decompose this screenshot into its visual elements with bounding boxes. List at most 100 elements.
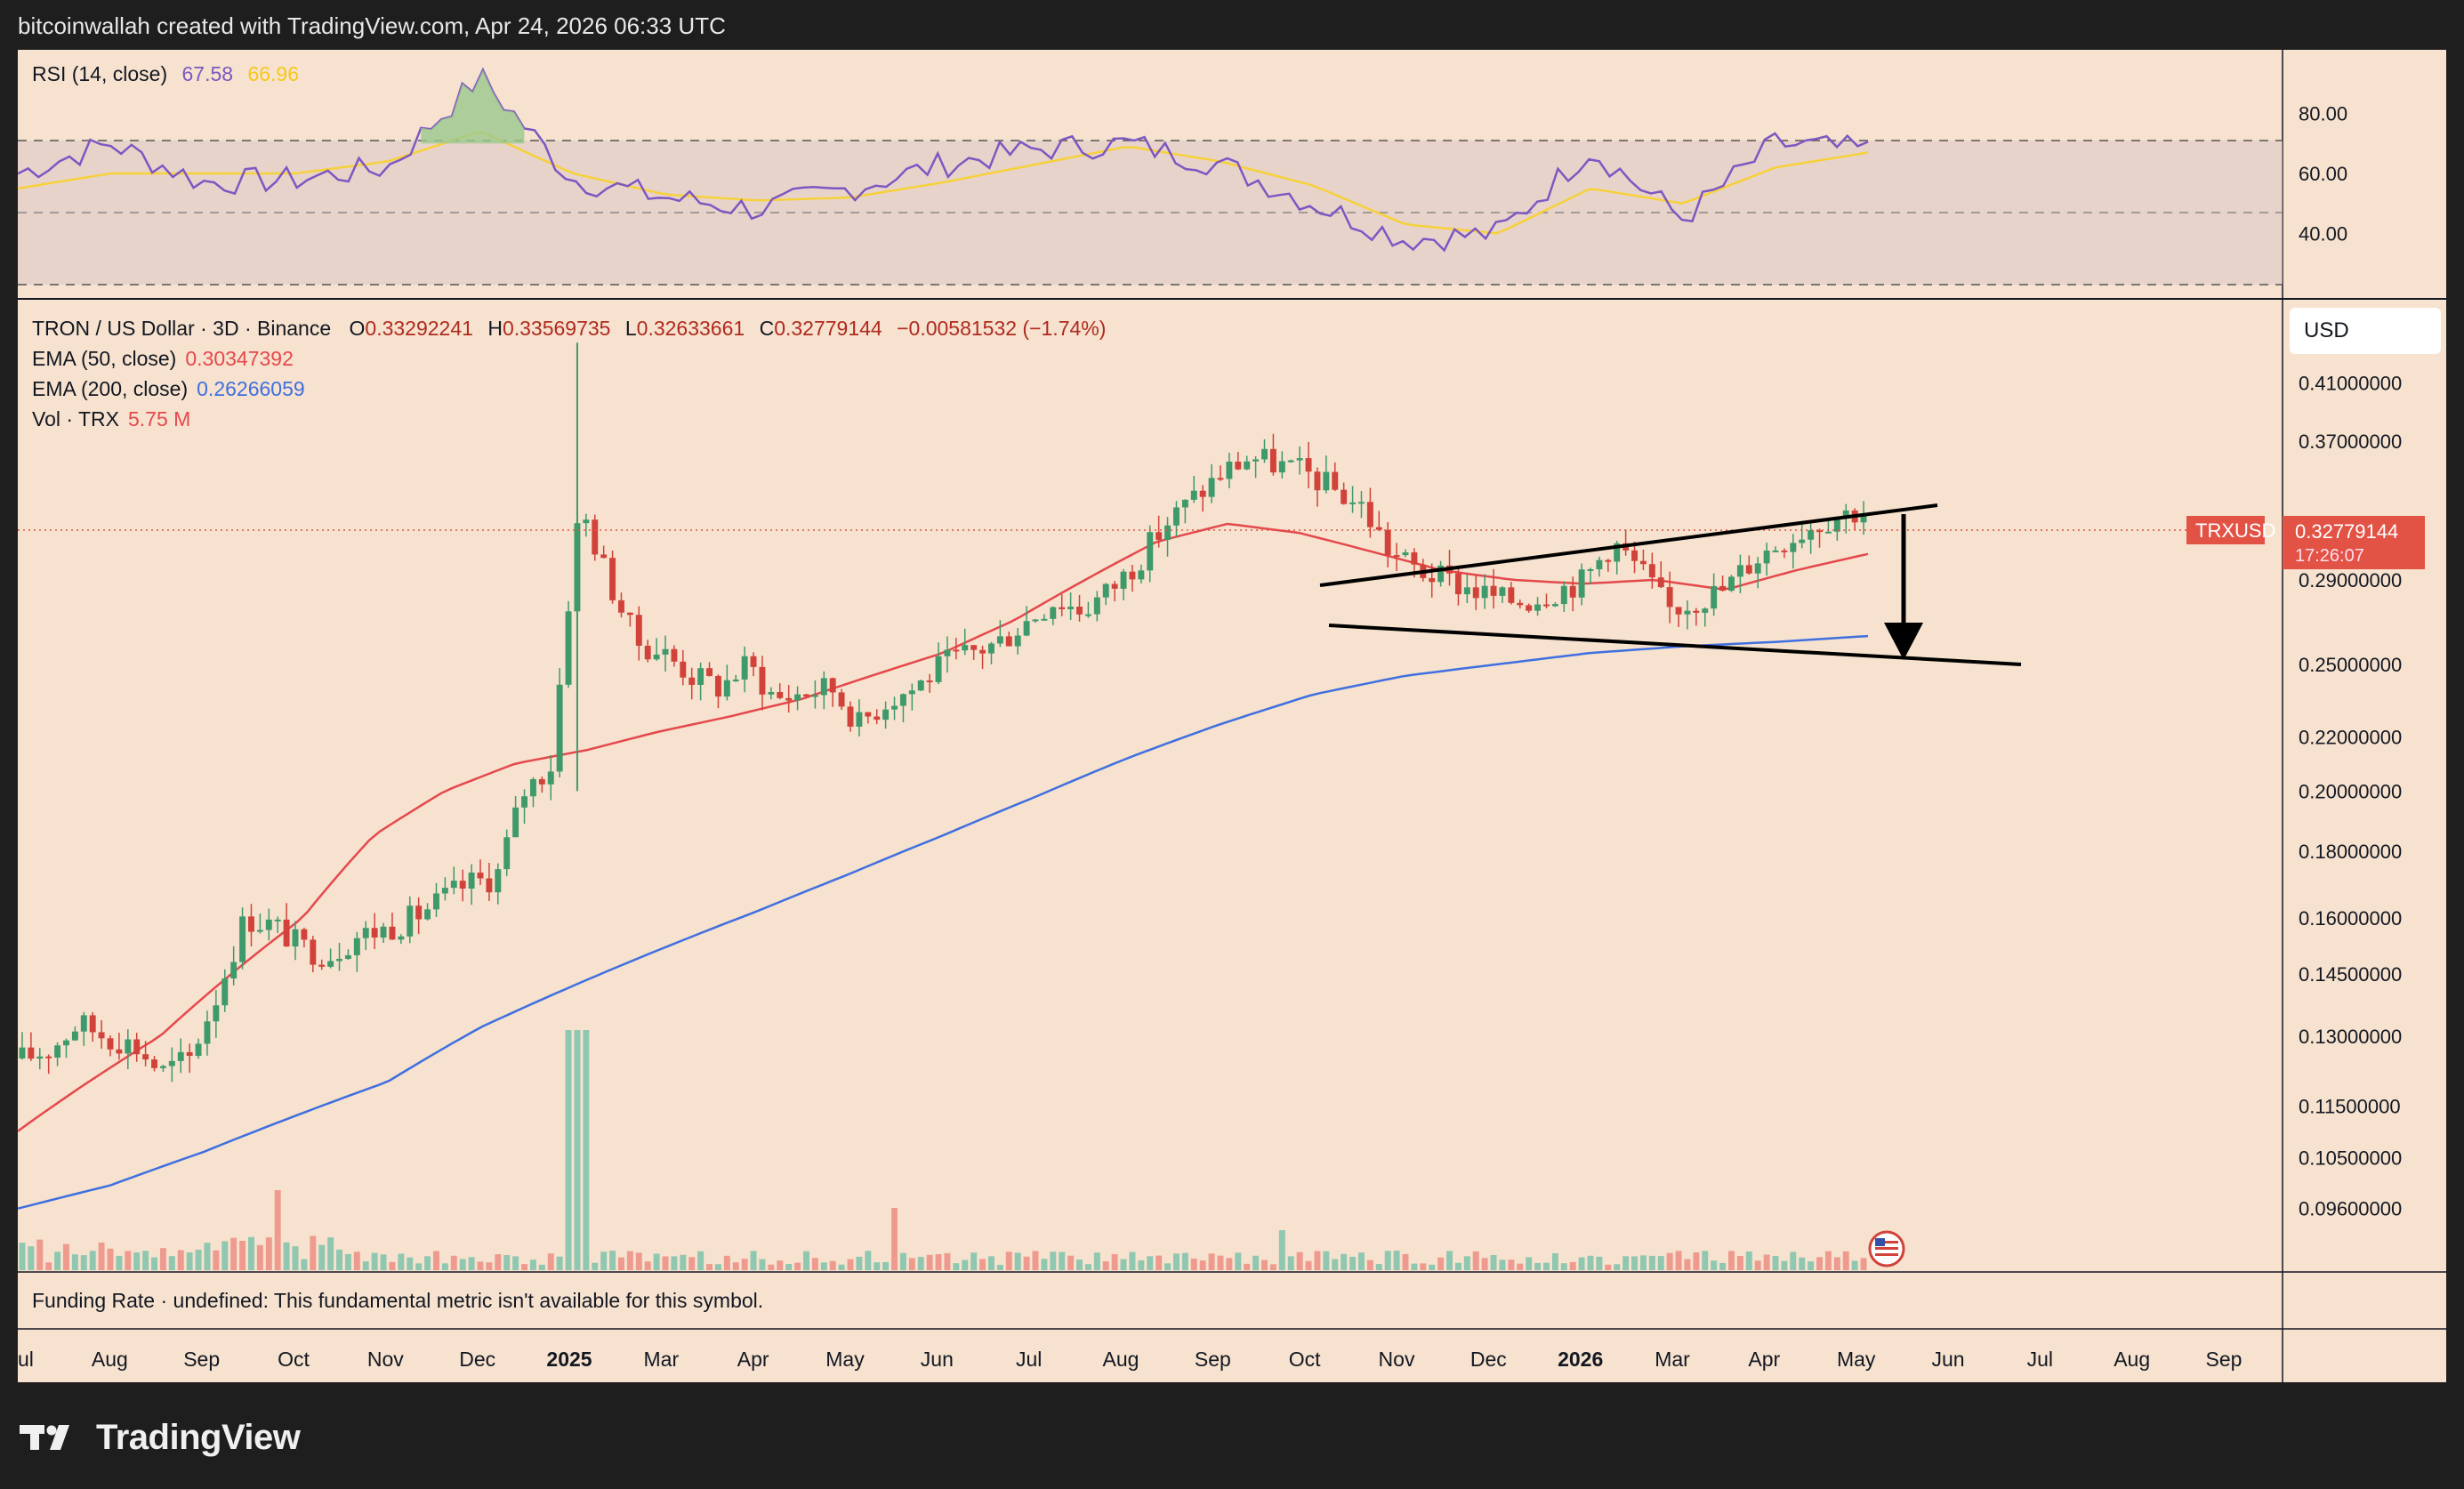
volume-bar — [1032, 1251, 1039, 1270]
volume-bar — [1790, 1252, 1797, 1270]
candle-body — [477, 873, 484, 879]
volume-bar — [662, 1256, 669, 1270]
volume-bar — [503, 1255, 511, 1270]
candle-body — [626, 612, 633, 616]
candle-body — [714, 675, 721, 697]
rsi-ma-line — [17, 131, 1869, 235]
wedge-upper-line[interactable] — [1319, 503, 1938, 587]
volume-bar — [592, 1262, 599, 1270]
volume-bar — [256, 1244, 263, 1270]
main-price-axis: 0.41000000 0.37000000 0.29000000 0.25000000… — [2299, 372, 2402, 1219]
candle-body — [521, 796, 527, 808]
candle-body — [1384, 529, 1391, 556]
time-tick-label: Mar — [644, 1348, 680, 1371]
candle-body — [671, 648, 678, 662]
candle-body — [1305, 458, 1312, 472]
volume-bar — [723, 1255, 730, 1270]
time-tick-label: Sep — [2206, 1348, 2243, 1371]
volume-bar — [1190, 1259, 1197, 1270]
price-tick-label: 0.16000000 — [2299, 907, 2402, 930]
candle-body — [1120, 571, 1127, 589]
candle-body — [811, 695, 818, 697]
candle-body — [1605, 559, 1612, 562]
candle-body — [1235, 462, 1242, 470]
candle-body — [583, 519, 590, 524]
candle-body — [80, 1015, 87, 1032]
symbol-title[interactable]: TRON / US Dollar · 3D · Binance — [32, 317, 332, 340]
candle-body — [1059, 607, 1066, 609]
candle-body — [1067, 607, 1075, 609]
volume-bar — [1736, 1256, 1743, 1270]
candle-body — [1569, 585, 1576, 598]
rsi-legend-ma: 66.96 — [247, 62, 300, 85]
candle-body — [1543, 604, 1550, 607]
volume-bar — [1005, 1252, 1012, 1270]
tradingview-logo[interactable]: TradingView — [20, 1418, 301, 1457]
candle-body — [529, 778, 536, 797]
candle-body — [1517, 602, 1524, 606]
candle-body — [1437, 565, 1445, 583]
candle-body — [768, 692, 775, 695]
volume-bar — [538, 1264, 545, 1270]
volume-bar — [1349, 1256, 1357, 1270]
volume-bar — [529, 1260, 536, 1270]
candle-body — [204, 1021, 211, 1044]
volume-bar — [380, 1254, 387, 1270]
candle-body — [794, 694, 801, 701]
volume-bar — [344, 1253, 351, 1270]
volume-bar — [759, 1259, 766, 1270]
candle-body — [996, 636, 1003, 644]
candle-body — [1454, 573, 1461, 595]
rsi-line — [17, 67, 1869, 253]
us-flag-event-icon[interactable] — [1868, 1230, 1905, 1268]
candle-body — [1278, 461, 1285, 473]
volume-bar — [626, 1251, 633, 1270]
volume-bar — [768, 1264, 775, 1270]
wedge-lower-line[interactable] — [1328, 624, 2022, 666]
volume-bar — [1287, 1256, 1294, 1270]
candle-body — [1041, 618, 1048, 621]
volume-bar — [1023, 1256, 1030, 1270]
volume-bar — [1429, 1264, 1436, 1270]
candle-body — [1129, 571, 1136, 580]
candle-body — [706, 668, 713, 676]
candle-body — [1657, 577, 1664, 588]
volume-bar — [424, 1256, 431, 1270]
time-tick-label: Jun — [1931, 1348, 1964, 1371]
time-axis[interactable]: ul Aug Sep Oct Nov Dec 2025 Mar Apr May Jun Jul Aug S… — [18, 1348, 2242, 1371]
candle-body — [362, 928, 369, 938]
price-tag-countdown: 17:26:07 — [2295, 546, 2364, 566]
candle-body — [353, 938, 360, 955]
rsi-tick-label: 40.00 — [2299, 223, 2347, 245]
candle-body — [292, 929, 299, 947]
candle-body — [168, 1060, 175, 1066]
volume-bar — [327, 1237, 334, 1270]
candle-body — [1358, 502, 1365, 504]
currency-button[interactable]: USD — [2290, 308, 2441, 354]
candle-body — [310, 939, 317, 965]
candle-body — [1824, 531, 1832, 534]
volume-bar — [415, 1263, 423, 1270]
candle-body — [265, 919, 272, 930]
time-tick-label: Jul — [2027, 1348, 2053, 1371]
down-arrow[interactable] — [1884, 514, 1923, 660]
volume-bar — [1120, 1259, 1127, 1270]
time-tick-label: Aug — [1103, 1348, 1139, 1371]
candle-body — [935, 656, 942, 682]
candle-body — [680, 661, 687, 678]
candle-body — [407, 905, 414, 937]
volume-bar — [204, 1243, 211, 1270]
volume-bar — [336, 1249, 342, 1270]
volume-bar — [495, 1254, 502, 1270]
volume-bar — [1684, 1259, 1691, 1270]
price-tick-label: 0.22000000 — [2299, 726, 2402, 748]
ema200-label: EMA (200, close) — [32, 377, 189, 400]
ema50-line — [17, 522, 1869, 1132]
price-tag-symbol-bg — [2186, 516, 2265, 544]
volume-bar — [944, 1252, 951, 1270]
candle-body — [988, 643, 994, 654]
volume-bar — [1147, 1256, 1154, 1270]
candle-body — [1032, 619, 1039, 622]
last-price-tag[interactable]: TRXUSD 0.32779144 17:26:07 — [2186, 516, 2425, 569]
